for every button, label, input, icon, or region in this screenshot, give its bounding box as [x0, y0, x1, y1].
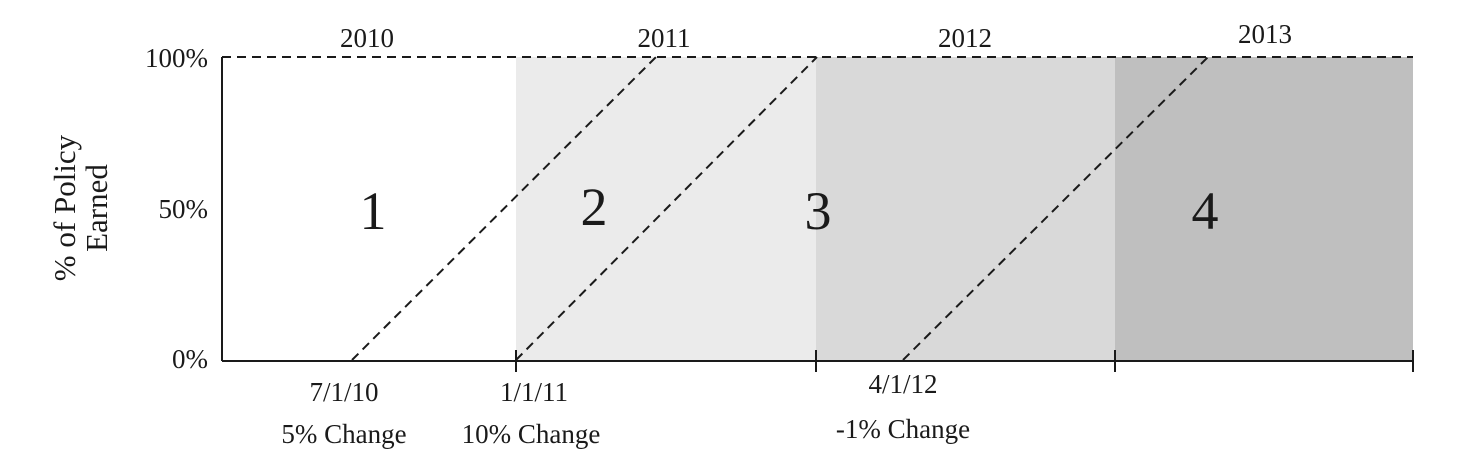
- year-label-2011: 2011: [638, 23, 691, 53]
- rate-change-line-4-1-12: [902, 56, 1209, 361]
- y-tick-label-100: 100%: [145, 43, 208, 73]
- rate-change-amount-1-1-11: 10% Change: [462, 419, 601, 449]
- rate-change-amount-7-1-10: 5% Change: [281, 419, 406, 449]
- region-label-1: 1: [360, 181, 387, 241]
- y-tick-label-50: 50%: [159, 194, 209, 224]
- year-label-2010: 2010: [340, 23, 394, 53]
- y-axis-title-line-2: Earned: [79, 164, 114, 252]
- rate-change-line-1-1-11: [515, 56, 818, 361]
- region-4-background: [1115, 57, 1413, 360]
- region-3-background: [816, 57, 1115, 360]
- rate-change-date-1-1-11: 1/1/11: [500, 377, 568, 407]
- y-tick-label-0: 0%: [172, 344, 208, 374]
- year-label-2013: 2013: [1238, 19, 1292, 49]
- y-axis-title-line-1: % of Policy: [47, 134, 82, 281]
- region-label-4: 4: [1192, 181, 1219, 241]
- rate-change-date-4-1-12: 4/1/12: [868, 369, 937, 399]
- year-label-2012: 2012: [938, 23, 992, 53]
- rate-change-date-7-1-10: 7/1/10: [309, 377, 378, 407]
- region-label-2: 2: [581, 177, 608, 237]
- rate-change-amount-4-1-12: -1% Change: [836, 414, 970, 444]
- region-1-background: [222, 57, 516, 360]
- rate-change-line-7-1-10: [351, 56, 657, 361]
- region-label-3: 3: [805, 181, 832, 241]
